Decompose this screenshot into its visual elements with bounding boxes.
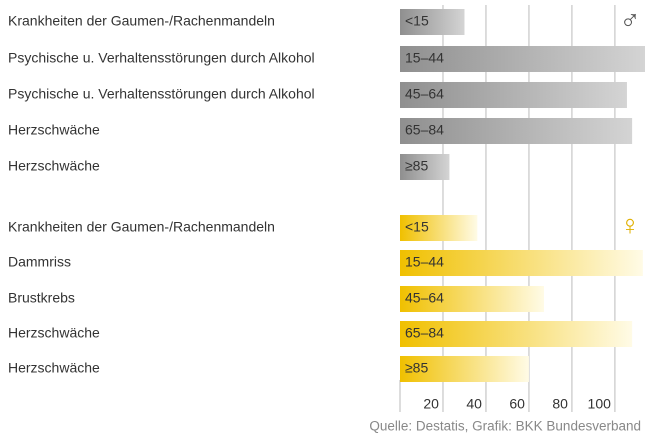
category-label: Psychische u. Verhaltensstörungen durch … — [8, 86, 315, 102]
bar — [400, 356, 529, 382]
category-label: Krankheiten der Gaumen-/Rachenmandeln — [8, 219, 275, 235]
bar — [400, 321, 633, 347]
age-label: 15–44 — [405, 254, 444, 270]
category-label: Herzschwäche — [8, 360, 100, 376]
legend-symbol: ♀ — [620, 209, 641, 240]
age-label: <15 — [405, 219, 429, 235]
legend-symbol: ♂ — [620, 3, 641, 34]
age-label: 65–84 — [405, 325, 444, 341]
category-label: Herzschwäche — [8, 325, 100, 341]
bar — [400, 46, 645, 72]
bar — [400, 286, 544, 312]
bar — [400, 9, 465, 35]
category-label: Herzschwäche — [8, 158, 100, 174]
bar — [400, 215, 478, 241]
source: Quelle: Destatis, Grafik: BKK Bundesverb… — [369, 419, 641, 434]
age-label: 65–84 — [405, 122, 444, 138]
x-tick-label: 20 — [423, 396, 439, 412]
x-tick-label: 100 — [588, 396, 612, 412]
age-label: ≥85 — [405, 158, 428, 174]
category-label: Krankheiten der Gaumen-/Rachenmandeln — [8, 13, 275, 29]
category-label: Psychische u. Verhaltensstörungen durch … — [8, 50, 315, 66]
age-label: ≥85 — [405, 360, 428, 376]
category-label: Dammriss — [8, 254, 71, 270]
age-label: 15–44 — [405, 50, 444, 66]
age-label: 45–64 — [405, 290, 444, 306]
bar — [400, 154, 450, 180]
category-label: Herzschwäche — [8, 122, 100, 138]
bar — [400, 118, 633, 144]
bar — [400, 82, 627, 108]
age-label: 45–64 — [405, 86, 444, 102]
age-label: <15 — [405, 13, 429, 29]
bar — [400, 250, 643, 276]
category-label: Brustkrebs — [8, 290, 75, 306]
x-tick-label: 60 — [509, 396, 525, 412]
x-tick-label: 40 — [466, 396, 482, 412]
x-tick-label: 80 — [552, 396, 568, 412]
